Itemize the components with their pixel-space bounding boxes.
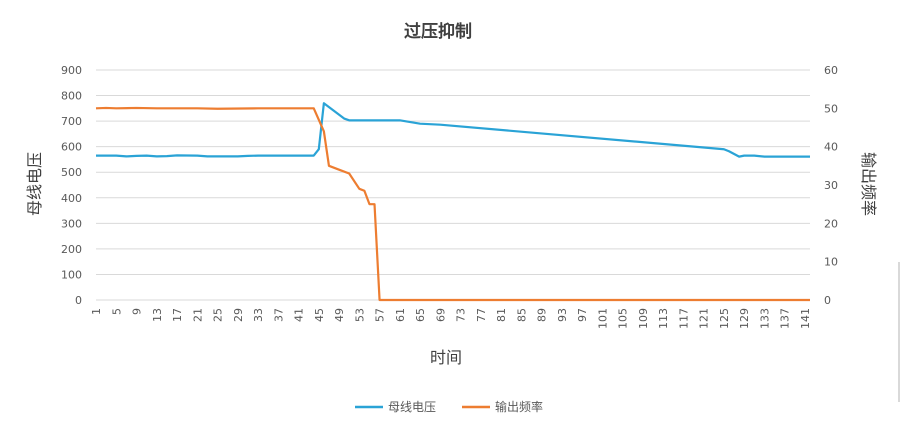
x-tick-label: 77 xyxy=(475,308,488,322)
x-tick-label: 129 xyxy=(738,308,751,329)
x-tick-label: 97 xyxy=(576,308,589,322)
x-tick-label: 101 xyxy=(596,308,609,329)
right-y-tick-label: 50 xyxy=(824,102,838,115)
right-y-tick-label: 40 xyxy=(824,141,838,154)
legend-label: 母线电压 xyxy=(388,400,436,414)
x-tick-label: 65 xyxy=(414,308,427,322)
right-y-tick-label: 10 xyxy=(824,256,838,269)
x-axis-title: 时间 xyxy=(430,348,462,367)
right-y-tick-label: 60 xyxy=(824,64,838,77)
series-line xyxy=(96,102,810,158)
x-tick-label: 53 xyxy=(353,308,366,322)
series-line xyxy=(95,106,810,302)
left-y-tick-label: 400 xyxy=(61,192,82,205)
x-tick-label: 5 xyxy=(110,308,123,315)
left-y-tick-labels: 0 100 200 300 400 500 600 700 800 900 xyxy=(61,64,82,307)
left-y-axis-title: 母线电压 xyxy=(25,152,44,216)
legend-label: 输出频率 xyxy=(495,399,543,414)
x-tick-label: 49 xyxy=(333,308,346,322)
right-y-tick-labels: 0 10 20 30 40 50 60 xyxy=(824,64,838,307)
x-tick-label: 85 xyxy=(515,308,528,322)
gridlines xyxy=(96,69,810,301)
x-tick-label: 137 xyxy=(779,308,792,329)
x-tick-label: 29 xyxy=(232,308,245,322)
x-tick-label: 73 xyxy=(455,308,468,322)
legend: 母线电压 输出频率 xyxy=(355,399,543,414)
x-tick-label: 41 xyxy=(293,308,306,322)
x-tick-label: 45 xyxy=(313,308,326,322)
left-y-tick-label: 500 xyxy=(61,166,82,179)
x-tick-label: 113 xyxy=(657,308,670,329)
x-tick-label: 37 xyxy=(272,308,285,322)
right-y-axis-title: 输出频率 xyxy=(859,152,878,216)
left-y-tick-label: 100 xyxy=(61,268,82,281)
x-tick-label: 117 xyxy=(677,308,690,329)
series-lines xyxy=(95,102,810,302)
x-tick-label: 69 xyxy=(434,308,447,322)
x-tick-label: 93 xyxy=(556,308,569,322)
x-tick-label: 121 xyxy=(698,308,711,329)
x-tick-label: 13 xyxy=(151,308,164,322)
x-tick-label: 9 xyxy=(131,308,144,315)
x-tick-label: 81 xyxy=(495,308,508,322)
x-tick-label: 133 xyxy=(758,308,771,329)
x-tick-label: 21 xyxy=(191,308,204,322)
x-tick-label: 61 xyxy=(394,308,407,322)
x-tick-label: 125 xyxy=(718,308,731,329)
x-tick-label: 17 xyxy=(171,308,184,322)
x-tick-label: 33 xyxy=(252,308,265,322)
chart-title: 过压抑制 xyxy=(404,21,472,42)
x-tick-label: 89 xyxy=(536,308,549,322)
left-y-tick-label: 800 xyxy=(61,90,82,103)
x-tick-label: 105 xyxy=(617,308,630,329)
left-y-tick-label: 900 xyxy=(61,64,82,77)
edge-divider xyxy=(898,262,900,402)
x-tick-label: 25 xyxy=(212,308,225,322)
x-tick-labels: 1 5 9 13 17 21 25 29 33 37 41 45 49 53 57 61 65 69 73 77 81 8… xyxy=(90,308,812,329)
x-tick-label: 141 xyxy=(799,308,812,329)
right-y-tick-label: 20 xyxy=(824,217,838,230)
x-tick-label: 1 xyxy=(90,308,103,315)
right-y-tick-label: 30 xyxy=(824,179,838,192)
x-tick-label: 109 xyxy=(637,308,650,329)
left-y-tick-label: 300 xyxy=(61,217,82,230)
left-y-tick-label: 0 xyxy=(75,294,82,307)
left-y-tick-label: 600 xyxy=(61,141,82,154)
left-y-tick-label: 200 xyxy=(61,243,82,256)
right-y-tick-label: 0 xyxy=(824,294,831,307)
x-tick-label: 57 xyxy=(374,308,387,322)
left-y-tick-label: 700 xyxy=(61,115,82,128)
